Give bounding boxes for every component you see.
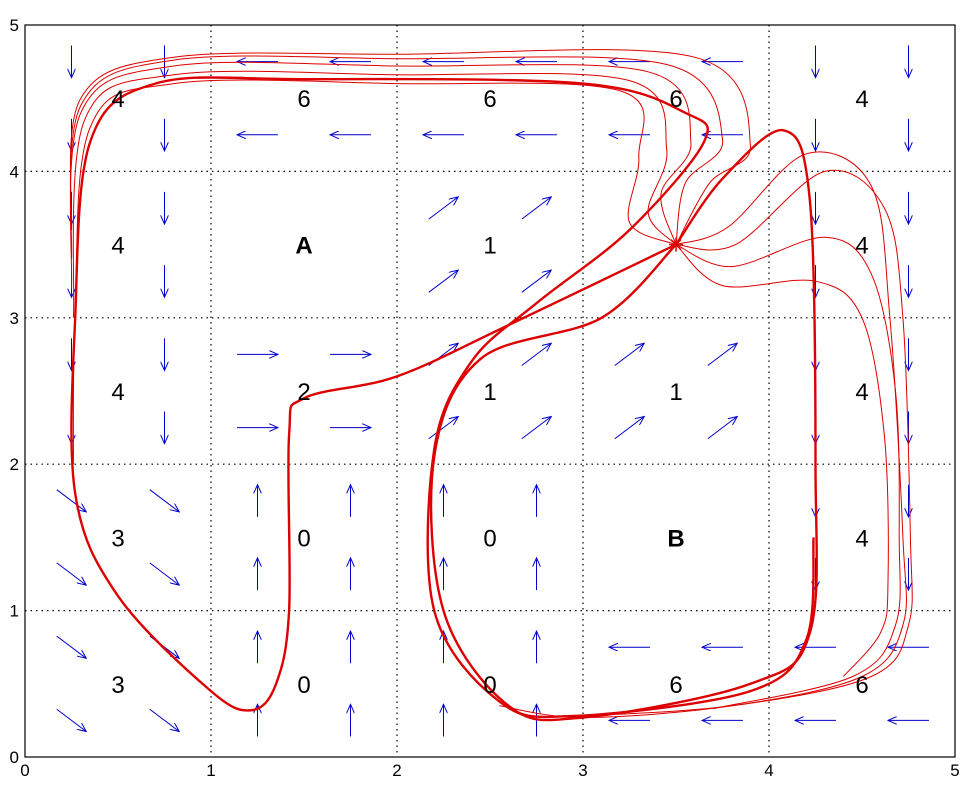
vector-arrow (56, 708, 86, 731)
trajectory-series-3 (72, 79, 677, 465)
cell-label: 4 (111, 86, 124, 113)
cell-label: 6 (669, 672, 682, 699)
trajectory-series-1 (429, 129, 818, 722)
trajectory-series-10 (675, 236, 901, 710)
trajectory-series-8 (499, 151, 907, 719)
vector-arrow (521, 270, 551, 293)
vector-arrow (428, 270, 458, 293)
vector-arrow (149, 489, 179, 512)
cell-label: 0 (297, 525, 310, 552)
cell-label: 4 (111, 233, 124, 260)
vector-arrow (428, 197, 458, 220)
x-tick-label: 4 (764, 761, 773, 780)
x-tick-label: 5 (950, 761, 959, 780)
cell-label: 4 (855, 379, 868, 406)
cell-label: 1 (483, 233, 496, 260)
tick-labels: 0 1 2 3 4 5 0 1 2 3 4 5 (10, 16, 960, 780)
cell-label: 4 (111, 379, 124, 406)
cell-label: 0 (483, 525, 496, 552)
trajectory-series-5 (69, 61, 692, 289)
cell-label: B (667, 525, 684, 552)
vector-arrow (428, 416, 458, 440)
trajectory-series-2 (70, 76, 815, 719)
vector-arrow (614, 343, 644, 366)
vector-arrow (521, 197, 551, 220)
cell-label: 4 (855, 233, 868, 260)
grid-lines (25, 25, 955, 757)
vector-arrow (56, 489, 86, 512)
cell-labels: 4 6 6 6 4 4 A 1 4 4 2 1 1 4 3 0 0 B 4 3 0 0 6 6 (111, 86, 868, 699)
cell-label: A (295, 233, 312, 260)
vector-arrow (149, 708, 179, 731)
y-tick-label: 0 (10, 748, 19, 767)
trajectory-series-4 (72, 70, 677, 318)
trajectory-series-7 (69, 49, 751, 245)
x-tick-label: 3 (578, 761, 587, 780)
trajectory-series-11 (675, 244, 889, 677)
cell-label: 6 (669, 86, 682, 113)
vector-arrow (521, 343, 551, 366)
x-tick-label: 0 (20, 761, 29, 780)
vector-arrow (707, 343, 737, 366)
vector-arrow (521, 416, 551, 440)
x-tick-label: 1 (206, 761, 215, 780)
vector-arrow (56, 635, 86, 658)
start-point-star-ray (670, 239, 682, 251)
trajectory-series-9 (582, 169, 913, 717)
cell-label: 6 (855, 672, 868, 699)
cell-label: 0 (297, 672, 310, 699)
cell-label: 0 (483, 672, 496, 699)
x-tick-label: 2 (392, 761, 401, 780)
start-point-marker (669, 237, 683, 252)
cell-label: 1 (483, 379, 496, 406)
trajectory-series-6 (69, 55, 724, 260)
cell-label: 4 (855, 86, 868, 113)
cell-label: 3 (111, 672, 124, 699)
y-tick-label: 2 (10, 455, 19, 474)
cell-label: 2 (297, 379, 310, 406)
cell-label: 3 (111, 525, 124, 552)
vector-arrow (149, 562, 179, 585)
y-tick-label: 3 (10, 309, 19, 328)
y-tick-label: 4 (10, 162, 19, 181)
y-tick-label: 1 (10, 602, 19, 621)
vector-arrow (707, 416, 737, 440)
axes-frame (24, 24, 956, 758)
cell-label: 6 (483, 86, 496, 113)
cell-label: 6 (297, 86, 310, 113)
trajectories (69, 49, 913, 722)
y-tick-label: 5 (10, 16, 19, 35)
cell-label: 1 (669, 379, 682, 406)
cell-label: 4 (855, 525, 868, 552)
vector-arrow (614, 416, 644, 440)
vector-arrow (56, 562, 86, 585)
